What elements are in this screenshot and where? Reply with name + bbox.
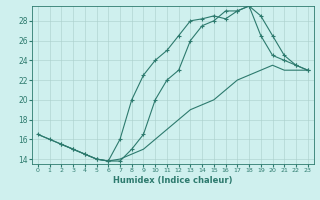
X-axis label: Humidex (Indice chaleur): Humidex (Indice chaleur) xyxy=(113,176,233,185)
